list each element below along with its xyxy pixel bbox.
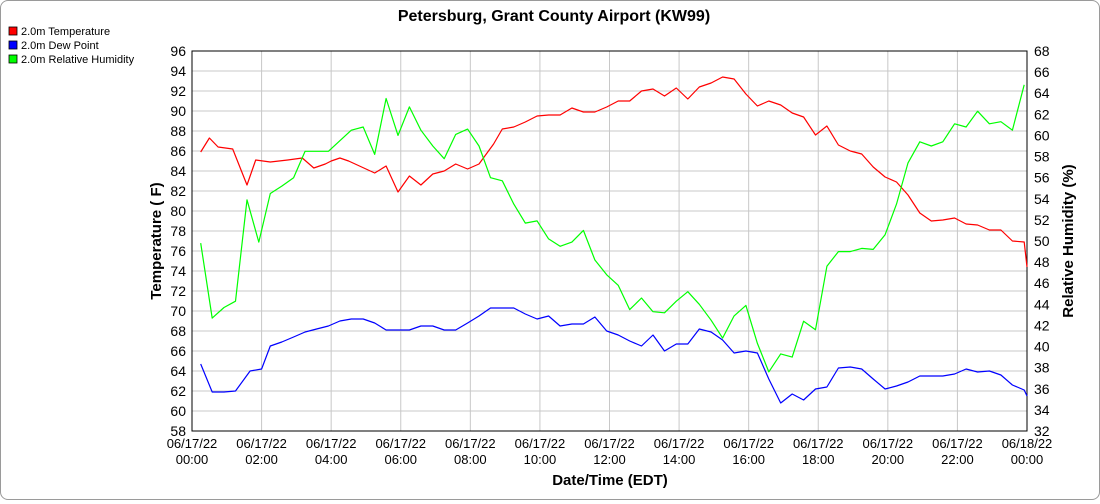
x-tick-time: 08:00 xyxy=(454,452,487,467)
y-tick-label: 76 xyxy=(170,243,186,259)
x-tick-time: 00:00 xyxy=(1011,452,1044,467)
y-tick-label: 78 xyxy=(170,223,186,239)
y2-tick-label: 44 xyxy=(1034,296,1050,312)
y2-tick-label: 48 xyxy=(1034,254,1050,270)
x-tick-time: 02:00 xyxy=(245,452,278,467)
y-tick-label: 88 xyxy=(170,123,186,139)
legend: 2.0m Temperature 2.0m Dew Point 2.0m Relat… xyxy=(8,26,135,66)
x-tick-date: 06/17/22 xyxy=(932,436,983,451)
y2-tick-label: 50 xyxy=(1034,233,1050,249)
y-tick-label: 70 xyxy=(170,303,186,319)
x-tick-time: 20:00 xyxy=(872,452,905,467)
x-tick-time: 04:00 xyxy=(315,452,348,467)
series-line-2-0m-temperature xyxy=(200,76,1028,268)
y2-tick-label: 58 xyxy=(1034,149,1050,165)
plot-area xyxy=(191,50,1028,432)
x-tick-date: 06/17/22 xyxy=(445,436,496,451)
y-tick-label: 82 xyxy=(170,183,186,199)
x-tick-time: 06:00 xyxy=(384,452,417,467)
x-tick-date: 06/17/22 xyxy=(375,436,426,451)
y2-axis-title: Relative Humidity (%) xyxy=(1060,164,1077,317)
y-tick-label: 72 xyxy=(170,283,186,299)
y2-tick-label: 42 xyxy=(1034,317,1050,333)
y2-tick-label: 38 xyxy=(1034,360,1050,376)
y-tick-label: 90 xyxy=(170,103,186,119)
x-tick-date: 06/17/22 xyxy=(236,436,287,451)
legend-label: 2.0m Temperature xyxy=(21,26,110,38)
x-tick-time: 16:00 xyxy=(732,452,765,467)
y-tick-label: 58 xyxy=(170,423,186,439)
x-tick-date: 06/17/22 xyxy=(584,436,635,451)
grid xyxy=(191,50,1028,432)
y2-tick-label: 46 xyxy=(1034,275,1050,291)
x-axis-title: Date/Time (EDT) xyxy=(552,472,668,489)
legend-label: 2.0m Relative Humidity xyxy=(21,54,135,66)
y-tick-label: 86 xyxy=(170,143,186,159)
y2-tick-label: 34 xyxy=(1034,402,1050,418)
series-line-2-0m-relative-humidity xyxy=(200,84,1025,373)
y-tick-label: 92 xyxy=(170,83,186,99)
y-tick-label: 60 xyxy=(170,403,186,419)
y2-tick-label: 32 xyxy=(1034,423,1050,439)
x-tick-date: 06/17/22 xyxy=(654,436,705,451)
x-tick-time: 14:00 xyxy=(663,452,696,467)
series-layer xyxy=(200,76,1028,404)
x-tick-date: 06/17/22 xyxy=(793,436,844,451)
y2-tick-label: 62 xyxy=(1034,106,1050,122)
x-tick-time: 22:00 xyxy=(941,452,974,467)
chart-title: Petersburg, Grant County Airport (KW99) xyxy=(398,8,710,25)
y-tick-label: 62 xyxy=(170,383,186,399)
y2-tick-label: 64 xyxy=(1034,85,1050,101)
y2-tick-label: 54 xyxy=(1034,191,1050,207)
x-tick-date: 06/17/22 xyxy=(723,436,774,451)
y-tick-label: 80 xyxy=(170,203,186,219)
x-tick-date: 06/17/22 xyxy=(167,436,218,451)
y-tick-label: 84 xyxy=(170,163,186,179)
legend-swatch xyxy=(8,26,18,36)
y-tick-label: 94 xyxy=(170,63,186,79)
y-tick-label: 68 xyxy=(170,323,186,339)
x-tick-time: 12:00 xyxy=(593,452,626,467)
x-tick-date: 06/17/22 xyxy=(863,436,914,451)
y2-tick-label: 36 xyxy=(1034,381,1050,397)
x-tick-date: 06/17/22 xyxy=(306,436,357,451)
y2-tick-label: 66 xyxy=(1034,64,1050,80)
x-tick-date: 06/18/22 xyxy=(1002,436,1053,451)
series-line-2-0m-dew-point xyxy=(200,307,1028,404)
y2-tick-label: 52 xyxy=(1034,212,1050,228)
x-tick-time: 10:00 xyxy=(524,452,557,467)
x-tick-time: 18:00 xyxy=(802,452,835,467)
y-tick-label: 96 xyxy=(170,43,186,59)
legend-swatch xyxy=(8,40,18,50)
legend-swatch xyxy=(8,54,18,64)
legend-label: 2.0m Dew Point xyxy=(21,40,99,52)
y2-tick-label: 68 xyxy=(1034,43,1050,59)
x-tick-time: 00:00 xyxy=(176,452,209,467)
y-tick-label: 64 xyxy=(170,363,186,379)
y-tick-label: 74 xyxy=(170,263,186,279)
y2-tick-label: 56 xyxy=(1034,170,1050,186)
y2-tick-label: 60 xyxy=(1034,127,1050,143)
x-tick-date: 06/17/22 xyxy=(515,436,566,451)
y-axis-title: Temperature ( F) xyxy=(148,182,165,299)
x-axis: 06/17/2200:0006/17/2202:0006/17/2204:000… xyxy=(167,436,1053,467)
y-axis-left: 58 60 62 64 66 68 70 72 74 76 78 80 82 84 86 88 90 92 94 96 xyxy=(170,43,186,439)
y-axis-right: 32 34 36 38 40 42 44 46 48 50 52 54 56 58 60 62 64 66 68 xyxy=(1034,43,1050,439)
y-tick-label: 66 xyxy=(170,343,186,359)
y2-tick-label: 40 xyxy=(1034,339,1050,355)
